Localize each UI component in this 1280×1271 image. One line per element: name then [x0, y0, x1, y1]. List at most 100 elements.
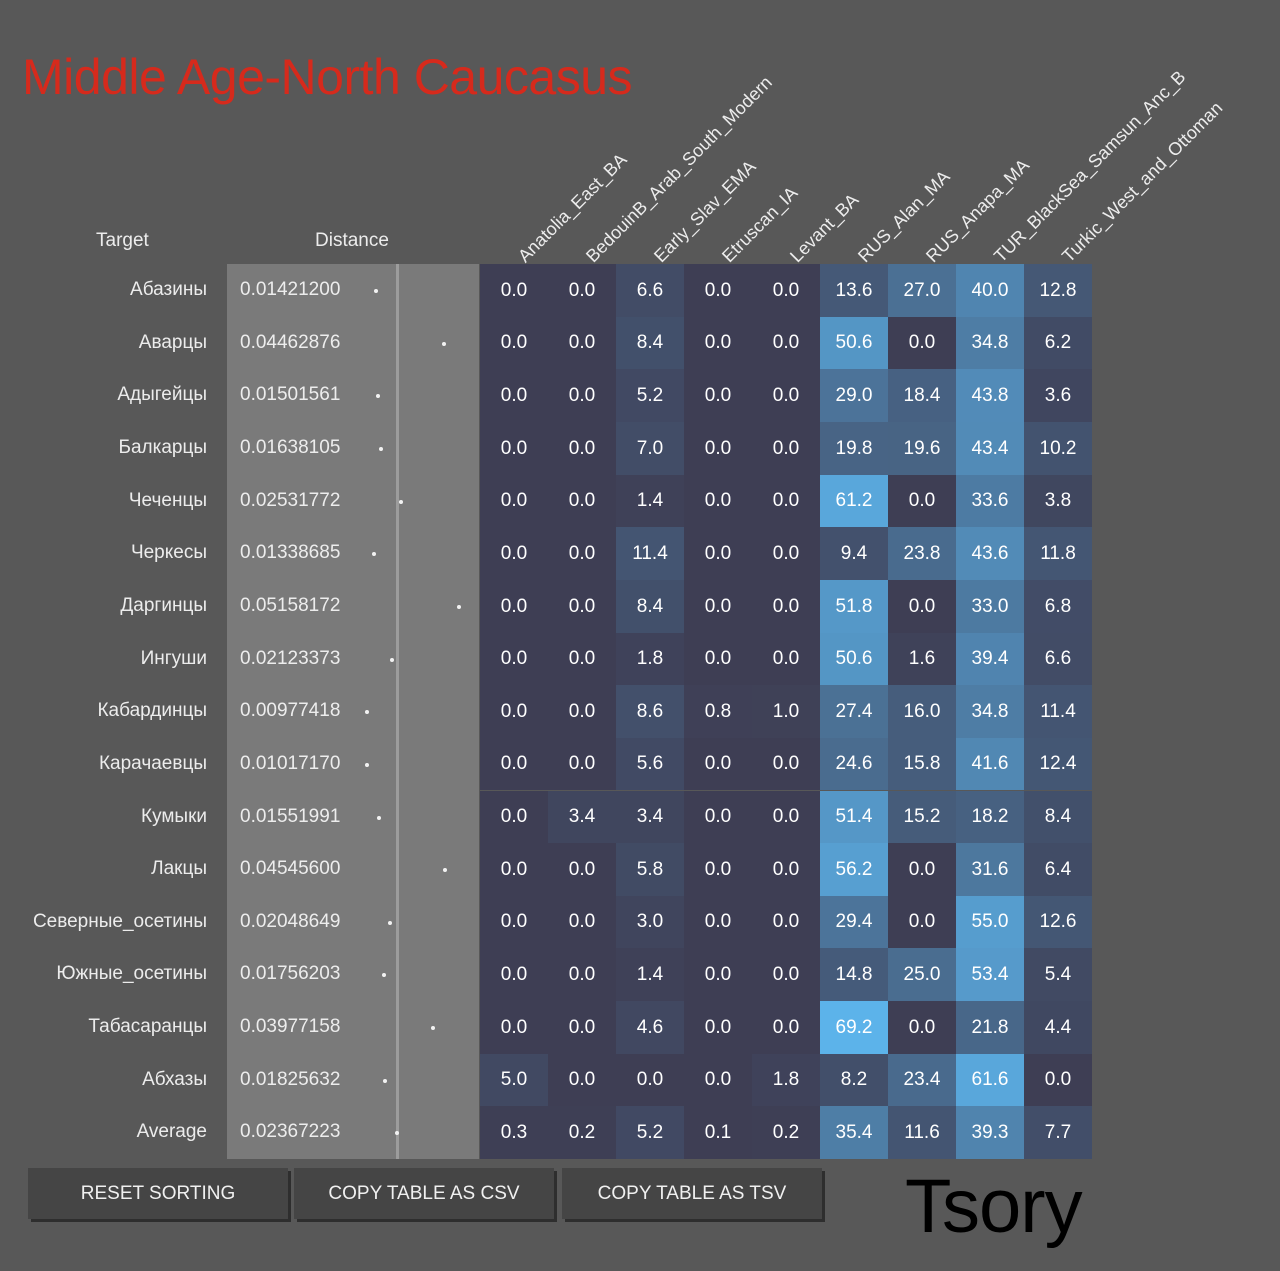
- heatmap-cell: 11.4: [616, 527, 684, 580]
- target-column-header[interactable]: Target: [96, 230, 149, 251]
- heatmap-cell: 5.4: [1024, 948, 1092, 1001]
- row-label: Абазины: [130, 279, 207, 300]
- distance-value: 0.01825632: [240, 1068, 341, 1090]
- heatmap-cell: 0.0: [752, 475, 820, 527]
- heatmap-cell: 6.4: [1024, 843, 1092, 896]
- distance-dot: [442, 342, 446, 346]
- heatmap-cell: 0.0: [888, 896, 956, 948]
- distance-dot: [365, 710, 369, 714]
- heatmap-cell: 0.0: [888, 580, 956, 633]
- heatmap-cell: 53.4: [956, 948, 1024, 1001]
- heatmap-cell: 14.8: [820, 948, 888, 1001]
- heatmap-cell: 27.0: [888, 264, 956, 317]
- heatmap-cell: 0.0: [752, 317, 820, 369]
- row-label: Аварцы: [138, 331, 207, 353]
- heatmap-cell: 39.4: [956, 633, 1024, 685]
- heatmap-cell: 0.0: [1024, 1054, 1092, 1106]
- distance-value: 0.01338685: [240, 542, 341, 564]
- heatmap-cell: 13.6: [820, 264, 888, 317]
- distance-dot: [374, 289, 378, 293]
- heatmap-cell: 0.0: [752, 264, 820, 317]
- heatmap-cell: 56.2: [820, 843, 888, 896]
- heatmap-cell: 23.4: [888, 1054, 956, 1106]
- heatmap-cell: 6.8: [1024, 580, 1092, 633]
- heatmap-cell: 33.6: [956, 475, 1024, 527]
- heatmap-cell: 3.4: [616, 791, 684, 843]
- copy-tsv-button[interactable]: COPY TABLE AS TSV: [562, 1168, 822, 1219]
- heatmap-cell: 0.0: [480, 422, 548, 475]
- heatmap-cell: 1.4: [616, 948, 684, 1001]
- heatmap-cell: 0.0: [548, 685, 616, 738]
- heatmap-cell: 15.2: [888, 791, 956, 843]
- heatmap-cell: 12.6: [1024, 896, 1092, 948]
- heatmap-cell: 23.8: [888, 527, 956, 580]
- distance-dot: [457, 605, 461, 609]
- heatmap-cell: 0.0: [616, 1054, 684, 1106]
- distance-value: 0.01017170: [240, 752, 341, 774]
- distance-value: 0.01638105: [240, 436, 341, 458]
- distance-dot: [382, 973, 386, 977]
- heatmap-cell: 12.8: [1024, 264, 1092, 317]
- copy-csv-button[interactable]: COPY TABLE AS CSV: [294, 1168, 554, 1219]
- heatmap-cell: 1.6: [888, 633, 956, 685]
- row-label: Северные_осетины: [32, 910, 207, 932]
- heatmap-cell: 5.2: [616, 369, 684, 422]
- heatmap-cell: 40.0: [956, 264, 1024, 317]
- distance-value: 0.00977418: [240, 700, 341, 722]
- row-label: Черкесы: [130, 542, 207, 564]
- heatmap-cell: 31.6: [956, 843, 1024, 896]
- heatmap-cell: 3.0: [616, 896, 684, 948]
- distance-dot: [395, 1131, 399, 1135]
- heatmap-cell: 43.6: [956, 527, 1024, 580]
- heatmap-cell: 6.6: [616, 264, 684, 317]
- heatmap-cell: 0.0: [752, 633, 820, 685]
- heatmap-cell: 0.0: [752, 948, 820, 1001]
- heatmap-cell: 11.6: [888, 1106, 956, 1159]
- heatmap-cell: 50.6: [820, 317, 888, 369]
- heatmap-cell: 15.8: [888, 738, 956, 790]
- heatmap-cell: 7.0: [616, 422, 684, 475]
- heatmap-cell: 0.0: [684, 527, 752, 580]
- heatmap-cell: 55.0: [956, 896, 1024, 948]
- heatmap-cell: 1.4: [616, 475, 684, 527]
- row-label: Кумыки: [141, 805, 207, 827]
- heatmap-cell: 0.0: [684, 948, 752, 1001]
- heatmap-cell: 10.2: [1024, 422, 1092, 475]
- heatmap-cell: 39.3: [956, 1106, 1024, 1159]
- heatmap-cell: 1.0: [752, 685, 820, 738]
- heatmap-cell: 0.0: [888, 843, 956, 896]
- distance-value: 0.02531772: [240, 489, 341, 511]
- heatmap-cell: 0.0: [548, 264, 616, 317]
- heatmap-cell: 11.4: [1024, 685, 1092, 738]
- heatmap-cell: 9.4: [820, 527, 888, 580]
- heatmap-cell: 33.0: [956, 580, 1024, 633]
- heatmap-cell: 0.0: [548, 475, 616, 527]
- row-label: Южные_осетины: [56, 963, 207, 985]
- heatmap-cell: 0.0: [480, 369, 548, 422]
- heatmap-cell: 19.6: [888, 422, 956, 475]
- row-label: Ингуши: [140, 647, 207, 669]
- heatmap-cell: 0.0: [548, 1054, 616, 1106]
- heatmap-cell: 0.0: [752, 1001, 820, 1054]
- heatmap-cell: 0.0: [684, 369, 752, 422]
- heatmap-cell: 34.8: [956, 685, 1024, 738]
- row-label: Average: [136, 1121, 207, 1143]
- heatmap-cell: 0.0: [684, 633, 752, 685]
- heatmap-cell: 29.4: [820, 896, 888, 948]
- reset-sorting-button[interactable]: RESET SORTING: [28, 1168, 288, 1219]
- distance-value: 0.02123373: [240, 647, 341, 669]
- heatmap-cell: 0.0: [480, 1001, 548, 1054]
- heatmap-cell: 21.8: [956, 1001, 1024, 1054]
- distance-dot: [365, 763, 369, 767]
- distance-dot: [383, 1079, 387, 1083]
- distance-column-header[interactable]: Distance: [315, 230, 389, 251]
- heatmap-cell: 12.4: [1024, 738, 1092, 790]
- heatmap-cell: 35.4: [820, 1106, 888, 1159]
- heatmap-cell: 0.0: [888, 1001, 956, 1054]
- heatmap-cell: 0.0: [548, 1001, 616, 1054]
- heatmap-cell: 41.6: [956, 738, 1024, 790]
- heatmap-cell: 0.0: [888, 317, 956, 369]
- row-label: Адыгейцы: [117, 384, 207, 406]
- heatmap-cell: 0.0: [684, 1054, 752, 1106]
- heatmap-cell: 27.4: [820, 685, 888, 738]
